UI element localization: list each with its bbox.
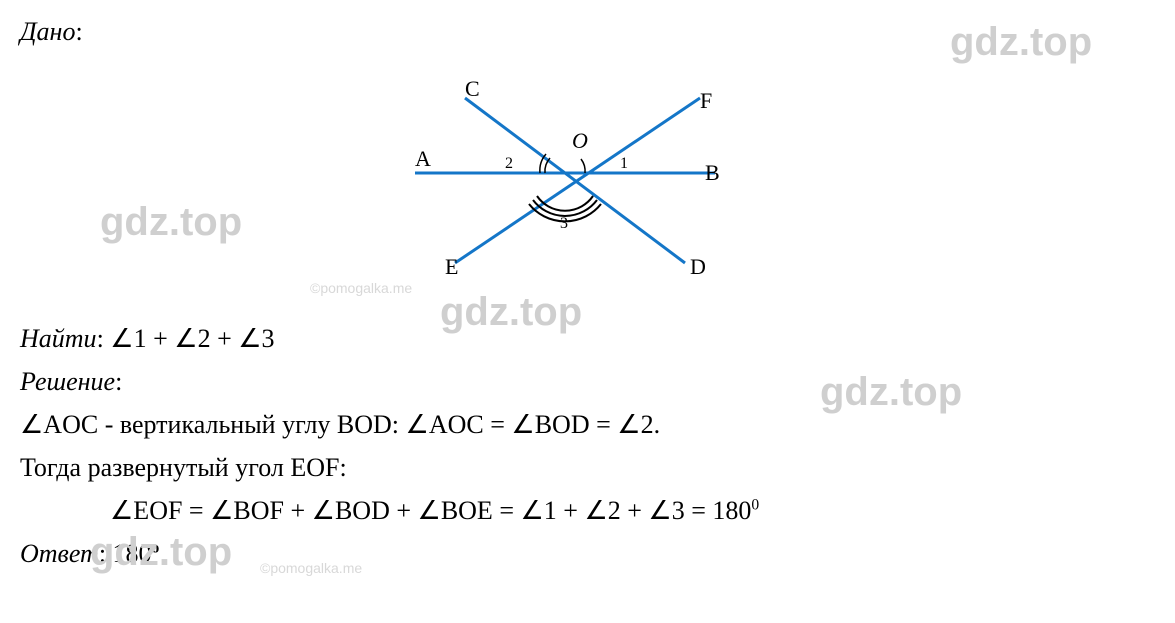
then-text: Тогда развернутый угол EOF: (20, 453, 347, 482)
answer-line: Ответ: 180o (20, 534, 1155, 573)
line-ef (455, 98, 700, 263)
label-c: C (465, 78, 480, 101)
equation-sup: 0 (751, 496, 759, 513)
find-expr: ∠1 + ∠2 + ∠3 (110, 324, 274, 353)
geometry-diagram: A B C D E F O 1 2 3 (370, 78, 760, 288)
given-label-text: Дано (20, 17, 75, 46)
equation-text: ∠EOF = ∠BOF + ∠BOD + ∠BOE = ∠1 + ∠2 + ∠3… (110, 496, 751, 525)
find-colon: : (97, 324, 111, 353)
then-line: Тогда развернутый угол EOF: (20, 448, 1155, 487)
colon: : (75, 17, 82, 46)
equation-line: ∠EOF = ∠BOF + ∠BOD + ∠BOE = ∠1 + ∠2 + ∠3… (20, 491, 1155, 530)
answer-label: Ответ (20, 539, 99, 568)
label-d: D (690, 254, 706, 279)
solution-colon: : (115, 367, 122, 396)
find-line: Найти: ∠1 + ∠2 + ∠3 (20, 319, 1155, 358)
answer-sup: o (152, 539, 160, 556)
label-b: B (705, 160, 720, 185)
label-f: F (700, 88, 712, 113)
angle-1: 1 (620, 155, 628, 172)
arc-3a (537, 196, 593, 211)
label-a: A (415, 146, 431, 171)
solution-label-line: Решение: (20, 362, 1155, 401)
vertical-angle-line: ∠AOC - вертикальный углу BOD: ∠AOC = ∠BO… (20, 405, 1155, 444)
angle-3: 3 (560, 215, 568, 232)
label-o: O (572, 128, 588, 153)
angle-2: 2 (505, 155, 513, 172)
vertical-angle-text: ∠AOC - вертикальный углу BOD: ∠AOC = ∠BO… (20, 410, 660, 439)
given-label: Дано: (20, 12, 1155, 51)
diagram-container: A B C D E F O 1 2 3 (370, 78, 760, 293)
label-e: E (445, 254, 458, 279)
answer-colon: : (99, 539, 113, 568)
answer-value: 180 (113, 539, 152, 568)
solution-label: Решение (20, 367, 115, 396)
arc-1 (581, 159, 585, 173)
find-label: Найти (20, 324, 97, 353)
